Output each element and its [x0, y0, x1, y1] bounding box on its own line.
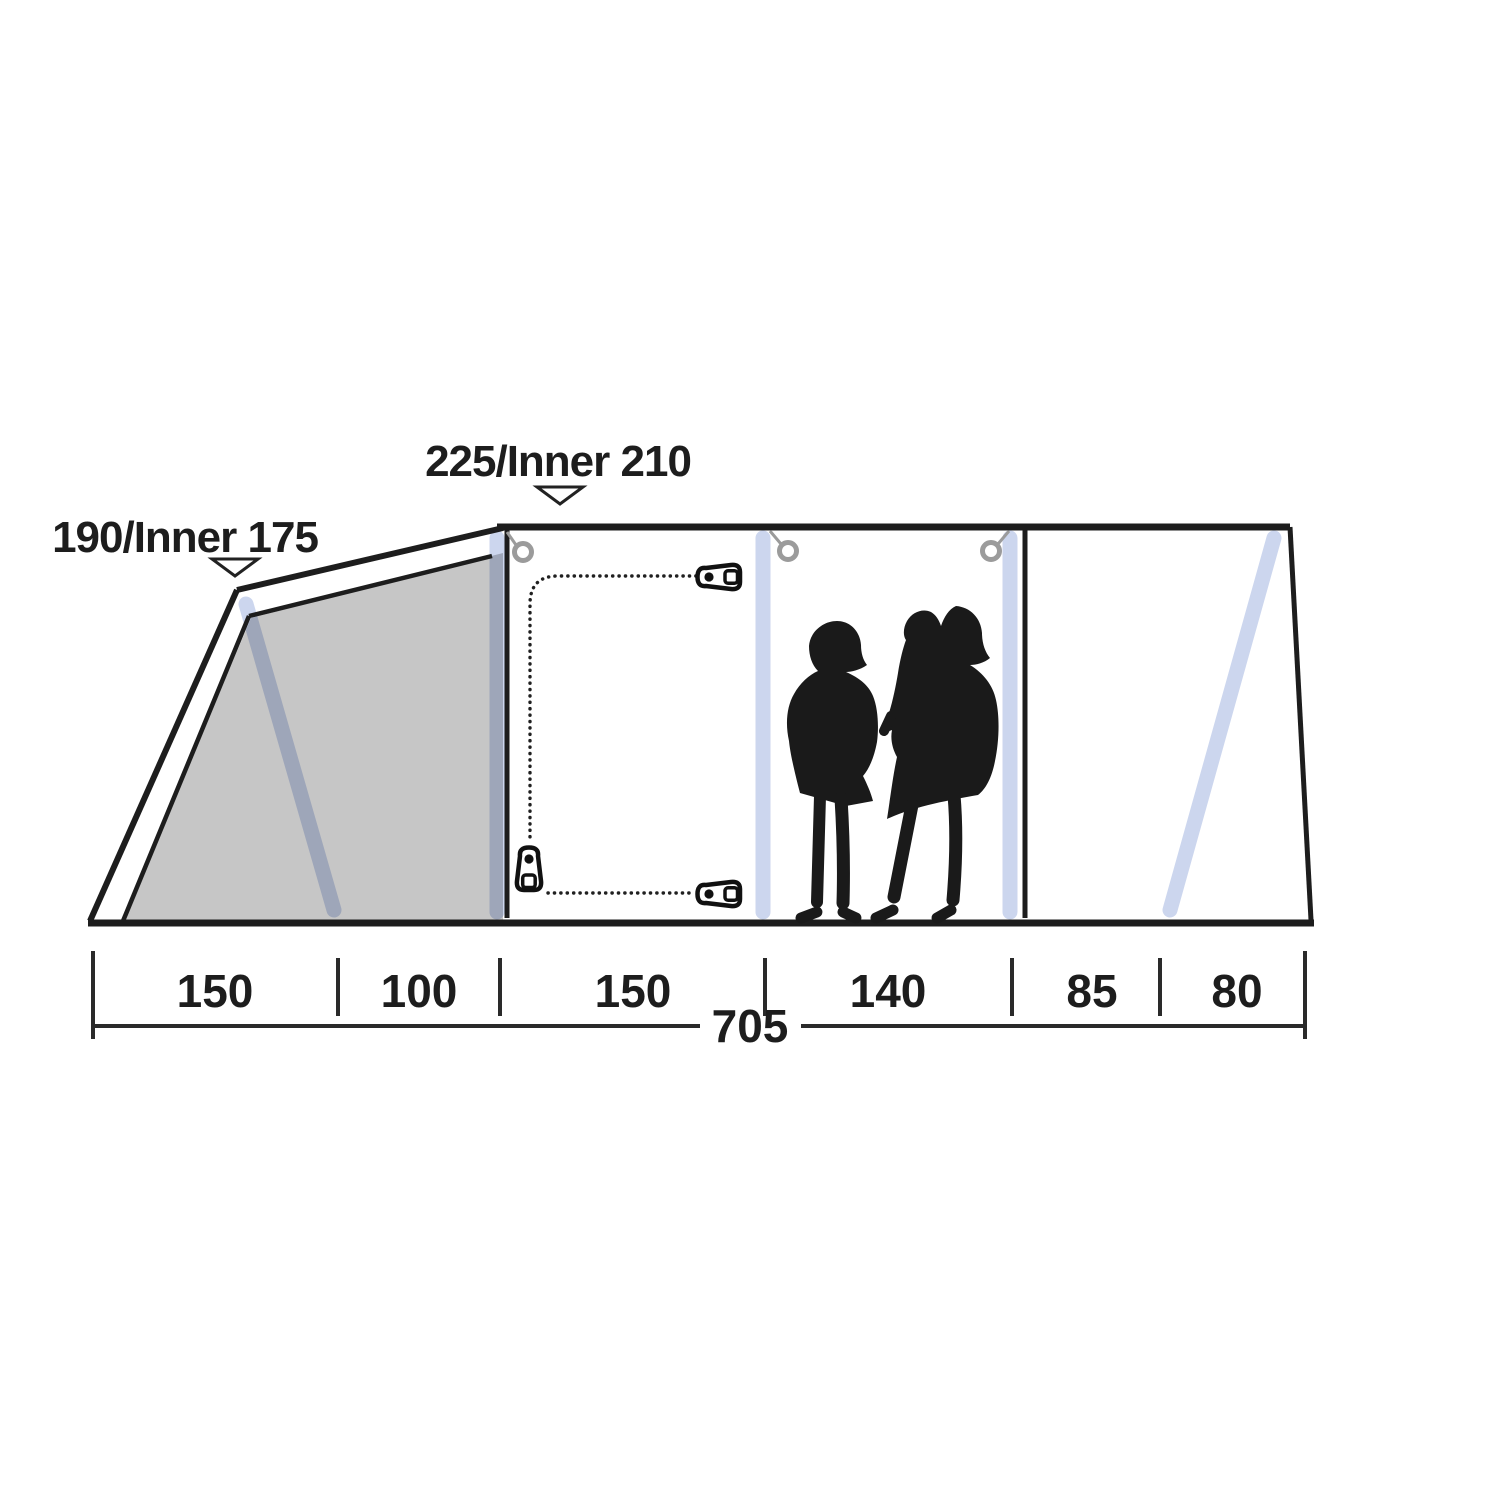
label-front-height: 190/Inner 175 [52, 513, 318, 562]
ridge-inner-line [248, 553, 493, 619]
zipper-pull-top [698, 565, 741, 589]
silhouette-child-leg [879, 711, 896, 736]
measurement-label: 85 [1066, 965, 1117, 1017]
zipper-pull-side [517, 848, 541, 891]
door-zipper [517, 565, 740, 906]
front-fabric-panel [124, 553, 503, 920]
silhouette-woman-leg [811, 790, 826, 908]
air-poles [238, 530, 1282, 920]
measurement-label: 80 [1211, 965, 1262, 1017]
height-labels: 225/Inner 210 190/Inner 175 [52, 437, 692, 578]
air-pole-rear-diagonal [1162, 530, 1282, 918]
measurement-label: 150 [177, 965, 254, 1017]
measurement-label: 100 [381, 965, 458, 1017]
guy-rings [505, 530, 1011, 563]
left-slope-outer-line [87, 588, 240, 923]
family-silhouette [786, 606, 999, 924]
zipper-pull-bottom [698, 882, 741, 906]
rear-wall-line [1287, 526, 1314, 921]
ridge-outer-line [236, 525, 504, 593]
silhouette-woman-foot [837, 906, 862, 924]
measurement-row: 150 100 150 140 85 80 705 [91, 951, 1307, 1052]
guy-ring [980, 530, 1011, 562]
silhouette-woman-foot [795, 906, 823, 924]
zipper-track-top [528, 574, 698, 845]
guy-ring [505, 531, 534, 563]
silhouette-woman-with-child [883, 606, 999, 819]
label-mid-height: 225/Inner 210 [425, 437, 691, 486]
silhouette-woman2-foot [931, 904, 957, 924]
silhouette-woman2-foot [870, 904, 899, 924]
total-width-label: 705 [712, 1000, 789, 1052]
silhouette-woman2-leg [946, 788, 963, 907]
front-height-arrow-icon [207, 557, 263, 578]
air-pole-front-diagonal [238, 596, 342, 918]
measurement-label: 150 [595, 965, 672, 1017]
silhouette-woman2-leg [887, 798, 919, 904]
left-slope-inner-line [120, 615, 252, 922]
guy-ring [768, 530, 799, 562]
tent-outline [87, 523, 1314, 927]
silhouette-woman-leg [834, 791, 850, 910]
measurement-label: 140 [850, 965, 927, 1017]
mid-height-arrow-icon [532, 485, 588, 506]
silhouette-woman [786, 621, 878, 806]
